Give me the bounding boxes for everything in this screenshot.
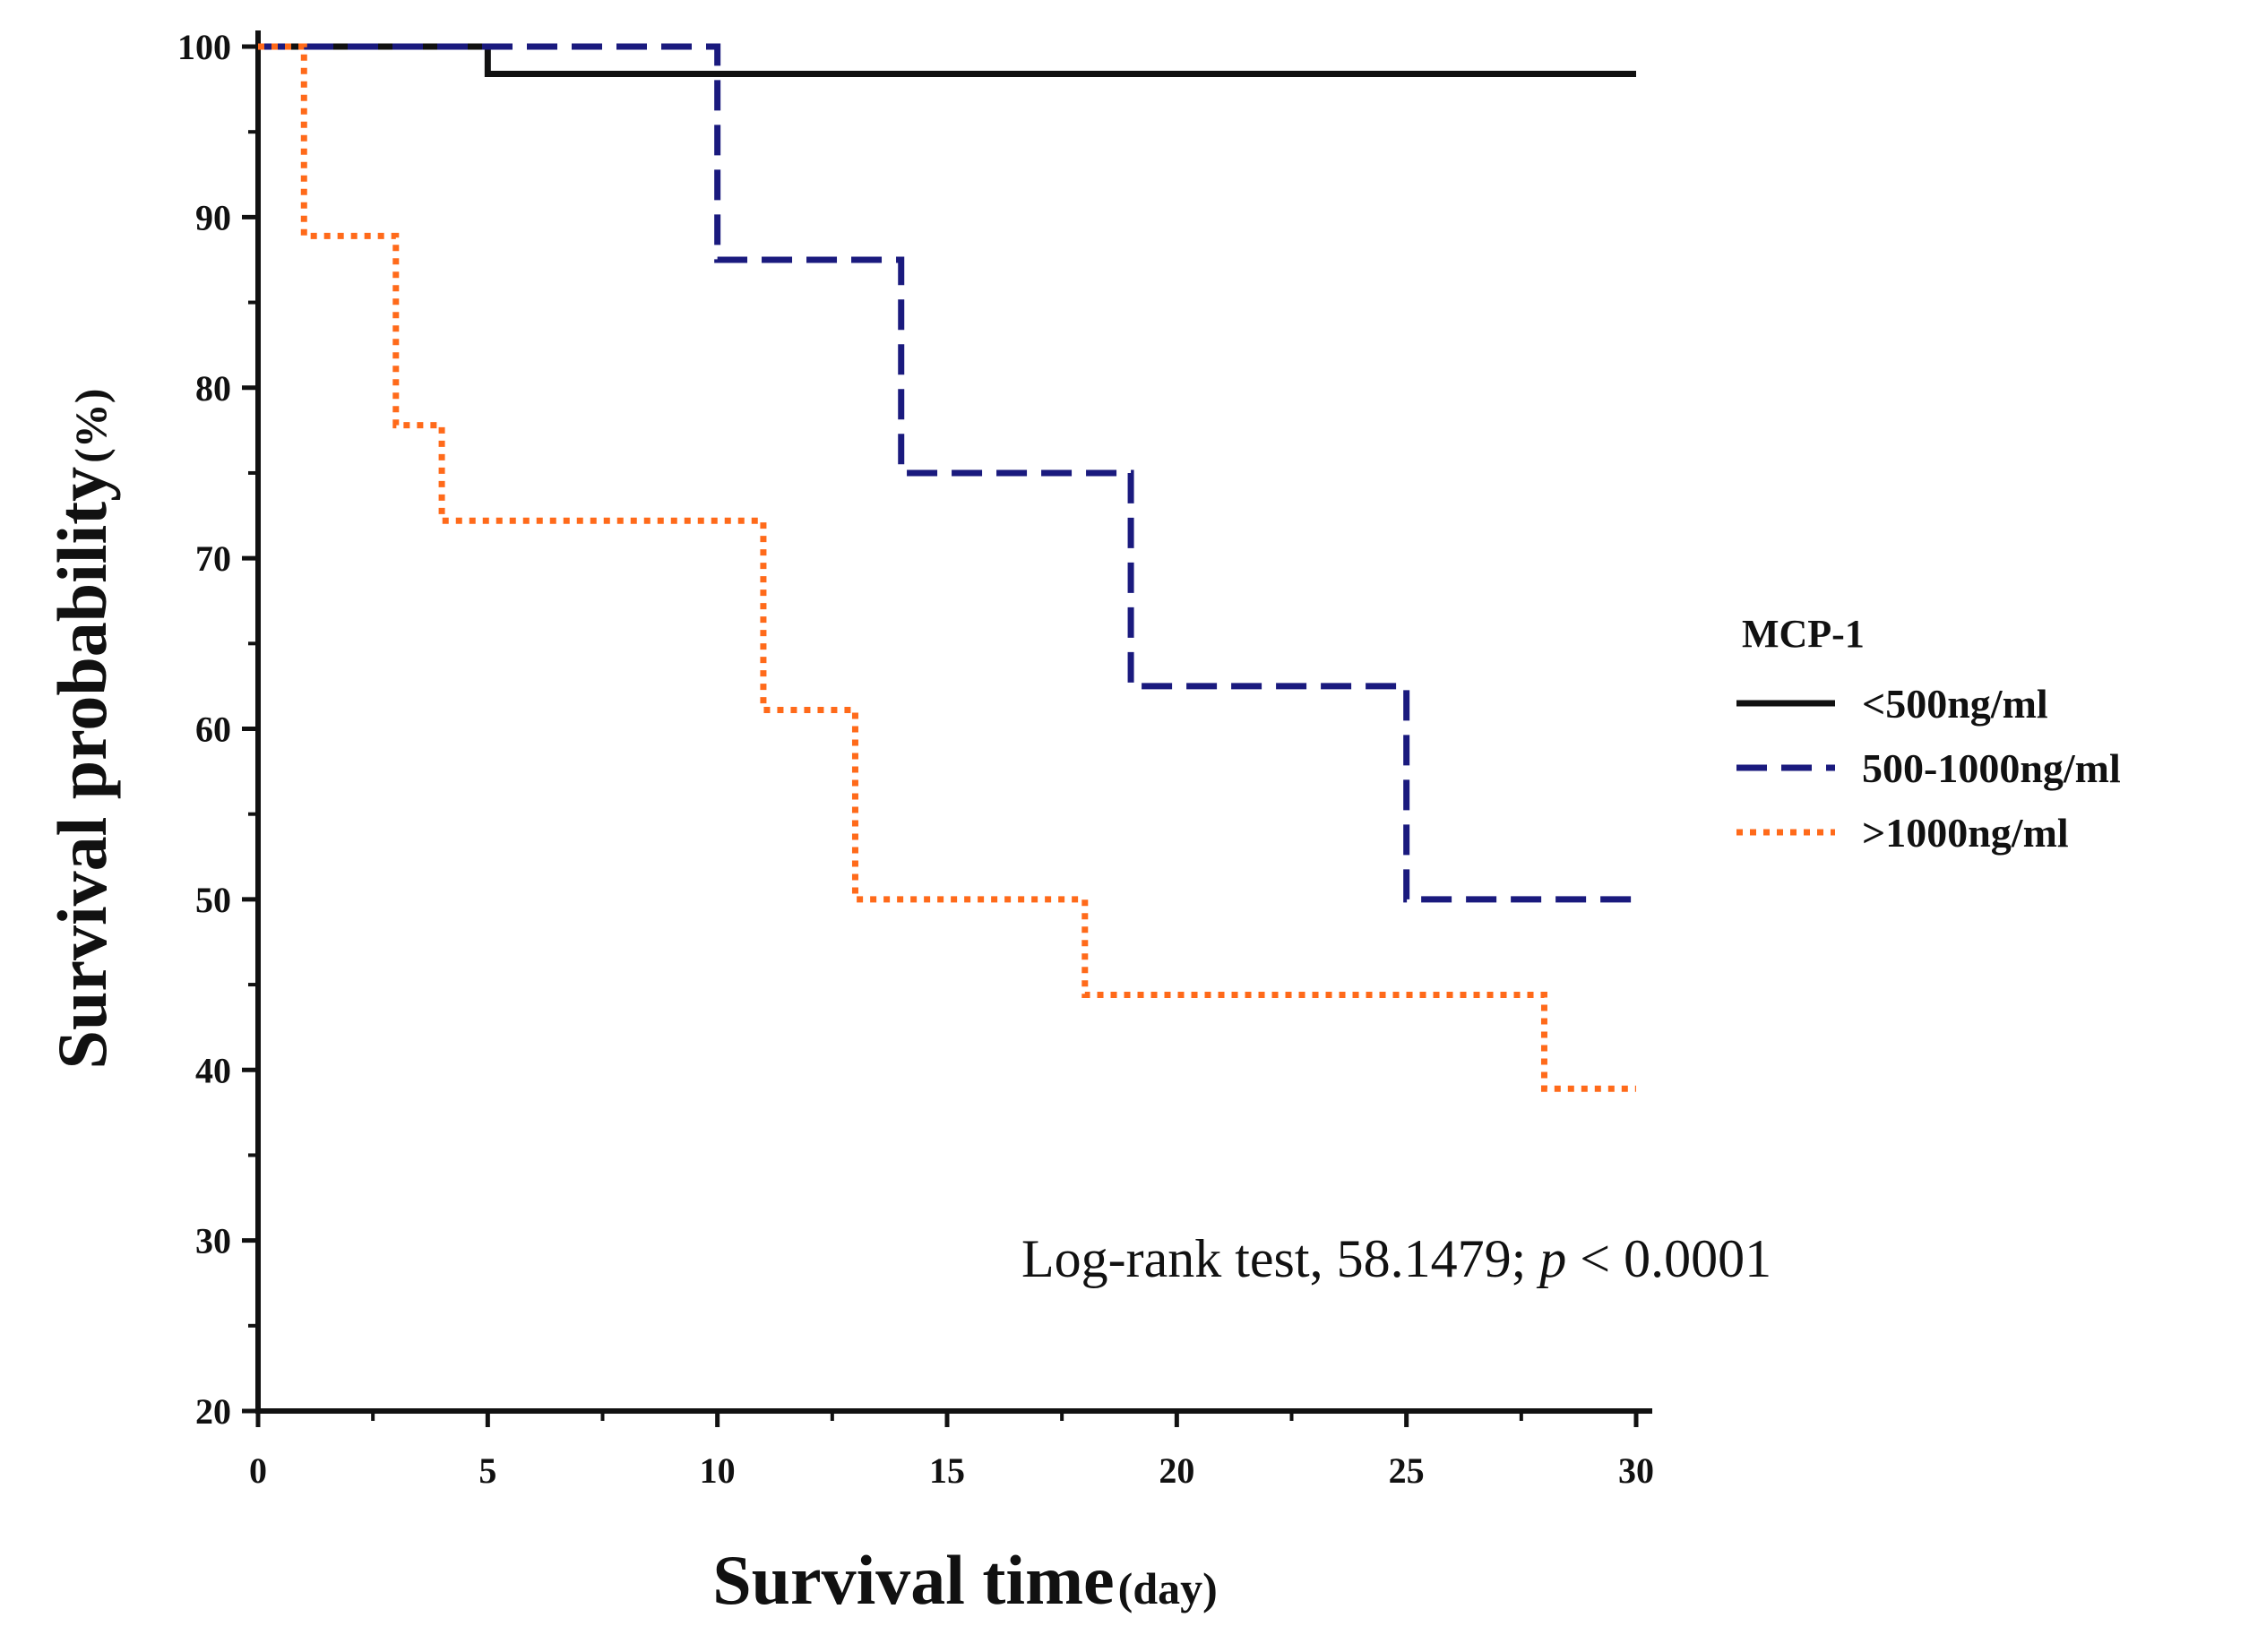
x-axis-title-main: Survival time: [712, 1541, 1114, 1619]
x-tick-label: 25: [1389, 1450, 1425, 1491]
legend: MCP-1 <500ng/ml 500-1000ng/ml >1000ng/ml: [1736, 612, 2121, 856]
y-tick-label: 40: [195, 1050, 231, 1090]
series-group: [258, 43, 1636, 1092]
legend-items: <500ng/ml 500-1000ng/ml >1000ng/ml: [1736, 681, 2121, 856]
x-axis-title: Survival time (day): [712, 1541, 1218, 1619]
legend-label-1: <500ng/ml: [1862, 681, 2048, 727]
y-tick-label: 20: [195, 1391, 231, 1432]
plot-area: 20 30 40 50 60 70 80 90 100 0 5 10 15 20 25 30: [177, 27, 1654, 1491]
y-tick-label: 80: [195, 368, 231, 409]
annotation-p: p: [1536, 1229, 1566, 1288]
y-axis-title-unit: (%): [65, 389, 116, 463]
annotation-prefix: Log-rank test, 58.1479;: [1021, 1229, 1539, 1288]
legend-label-3: >1000ng/ml: [1862, 810, 2069, 856]
log-rank-annotation: Log-rank test, 58.1479; p < 0.0001: [1021, 1229, 1771, 1288]
y-tick-label: 70: [195, 538, 231, 579]
series-line-2: [258, 43, 1636, 903]
y-tick-label: 50: [195, 880, 231, 920]
legend-label-2: 500-1000ng/ml: [1862, 745, 2121, 791]
x-tick-label: 20: [1159, 1450, 1194, 1491]
series-line-3: [258, 43, 1636, 1092]
x-axis-title-unit: (day): [1118, 1563, 1218, 1613]
legend-title: MCP-1: [1742, 612, 1865, 656]
x-tick-label: 0: [249, 1450, 267, 1491]
y-tick-label: 60: [195, 710, 231, 750]
y-axis-title: Survival probability (%): [43, 389, 121, 1070]
x-tick-label: 10: [700, 1450, 736, 1491]
y-axis-ticks: 20 30 40 50 60 70 80 90 100: [177, 27, 258, 1432]
y-axis-title-main: Survival probability: [43, 467, 121, 1070]
x-tick-label: 15: [929, 1450, 965, 1491]
series-line-1: [258, 43, 1636, 77]
y-tick-label: 30: [195, 1221, 231, 1261]
x-tick-label: 30: [1618, 1450, 1654, 1491]
y-tick-label: 100: [177, 27, 231, 67]
y-tick-label: 90: [195, 197, 231, 237]
annotation-suffix: < 0.0001: [1580, 1229, 1771, 1288]
x-axis-ticks: 0 5 10 15 20 25 30: [249, 1411, 1654, 1491]
x-tick-label: 5: [478, 1450, 496, 1491]
